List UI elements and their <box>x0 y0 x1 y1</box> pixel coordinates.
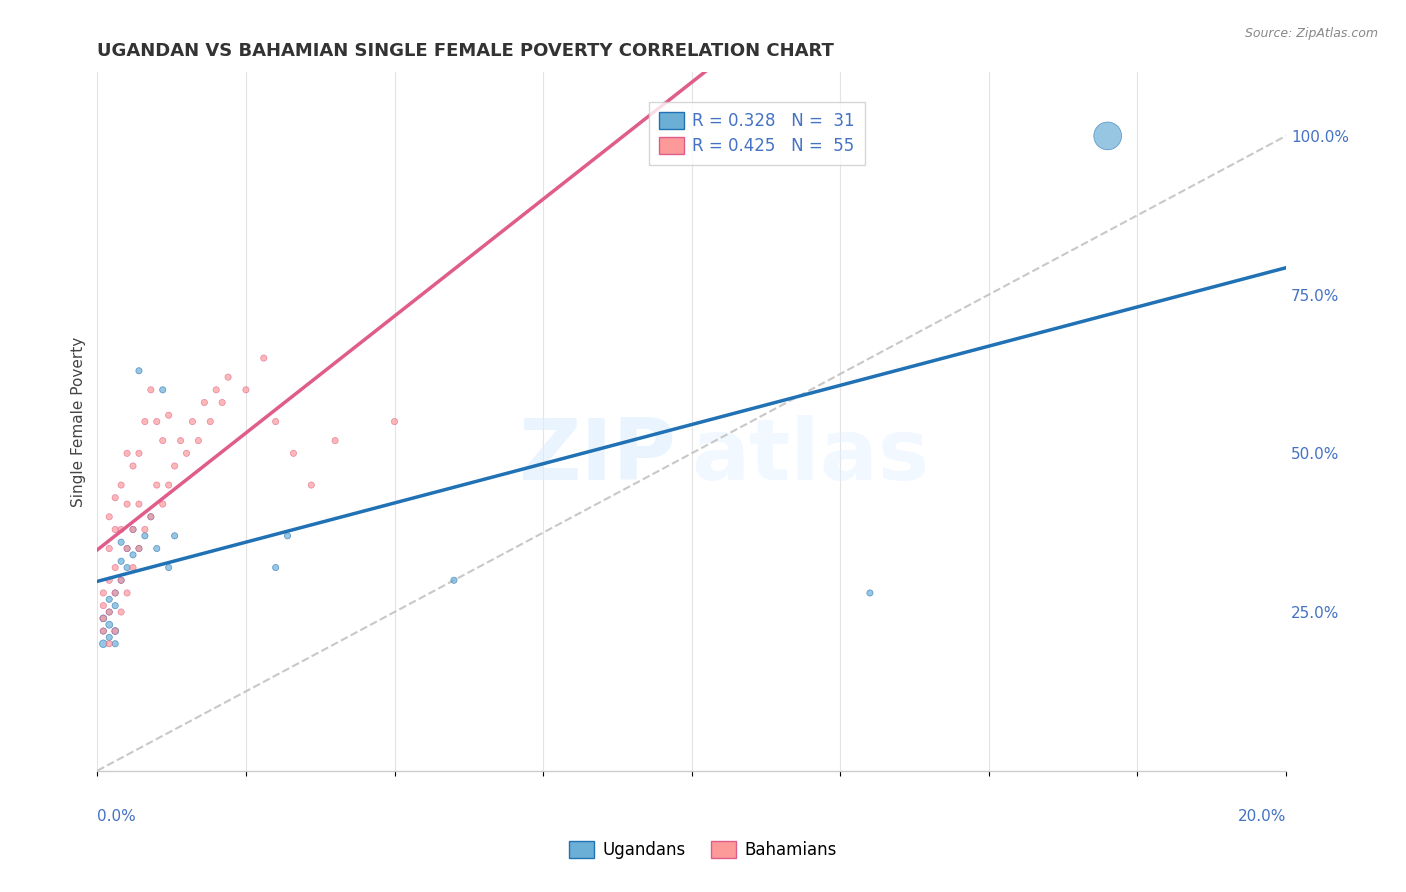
Point <box>187 434 209 448</box>
Point <box>152 434 174 448</box>
Point <box>98 631 121 645</box>
Point <box>211 395 233 409</box>
Point <box>98 605 121 619</box>
Point <box>115 541 138 556</box>
Point <box>98 509 121 524</box>
Point <box>235 383 257 397</box>
Point <box>146 415 169 429</box>
Point <box>176 446 198 460</box>
Point <box>277 529 299 543</box>
Point <box>128 541 150 556</box>
Point <box>384 415 406 429</box>
Point <box>253 351 276 365</box>
Point <box>193 395 215 409</box>
Point <box>128 497 150 511</box>
Text: 0.0%: 0.0% <box>97 809 136 824</box>
Point <box>104 560 127 574</box>
Point <box>157 478 180 492</box>
Point <box>134 415 156 429</box>
Point <box>157 560 180 574</box>
Point <box>134 529 156 543</box>
Point <box>110 535 132 549</box>
Point <box>134 523 156 537</box>
Legend: R = 0.328   N =  31, R = 0.425   N =  55: R = 0.328 N = 31, R = 0.425 N = 55 <box>650 102 865 165</box>
Point <box>110 574 132 588</box>
Y-axis label: Single Female Poverty: Single Female Poverty <box>72 336 86 507</box>
Point <box>323 434 346 448</box>
Point <box>104 586 127 600</box>
Point <box>98 574 121 588</box>
Point <box>115 586 138 600</box>
Point <box>104 599 127 613</box>
Point <box>122 523 145 537</box>
Point <box>91 624 114 638</box>
Point <box>122 548 145 562</box>
Point <box>110 574 132 588</box>
Point <box>152 383 174 397</box>
Point <box>104 523 127 537</box>
Point <box>1097 128 1119 143</box>
Point <box>104 624 127 638</box>
Point <box>115 446 138 460</box>
Text: Source: ZipAtlas.com: Source: ZipAtlas.com <box>1244 27 1378 40</box>
Point <box>264 415 287 429</box>
Point <box>104 624 127 638</box>
Text: UGANDAN VS BAHAMIAN SINGLE FEMALE POVERTY CORRELATION CHART: UGANDAN VS BAHAMIAN SINGLE FEMALE POVERT… <box>97 42 834 60</box>
Point <box>91 611 114 625</box>
Point <box>98 637 121 651</box>
Point <box>98 541 121 556</box>
Point <box>104 586 127 600</box>
Point <box>163 458 186 473</box>
Point <box>110 554 132 568</box>
Point <box>139 383 162 397</box>
Point <box>128 364 150 378</box>
Point <box>146 478 169 492</box>
Point <box>91 586 114 600</box>
Point <box>110 478 132 492</box>
Legend: Ugandans, Bahamians: Ugandans, Bahamians <box>562 834 844 866</box>
Text: 20.0%: 20.0% <box>1237 809 1286 824</box>
Point <box>152 497 174 511</box>
Point <box>128 446 150 460</box>
Point <box>115 497 138 511</box>
Point <box>98 605 121 619</box>
Point <box>98 617 121 632</box>
Point <box>859 586 882 600</box>
Point <box>110 605 132 619</box>
Point <box>115 560 138 574</box>
Point <box>443 574 465 588</box>
Text: ZIP: ZIP <box>517 415 675 498</box>
Point <box>91 624 114 638</box>
Text: atlas: atlas <box>692 415 929 498</box>
Point <box>104 637 127 651</box>
Point <box>122 458 145 473</box>
Point <box>91 599 114 613</box>
Point <box>181 415 204 429</box>
Point <box>205 383 228 397</box>
Point <box>110 523 132 537</box>
Point <box>200 415 222 429</box>
Point <box>122 523 145 537</box>
Point <box>128 541 150 556</box>
Point <box>163 529 186 543</box>
Point <box>98 592 121 607</box>
Point <box>91 637 114 651</box>
Point <box>115 541 138 556</box>
Point <box>139 509 162 524</box>
Point <box>146 541 169 556</box>
Point <box>264 560 287 574</box>
Point <box>104 491 127 505</box>
Point <box>283 446 305 460</box>
Point <box>139 509 162 524</box>
Point <box>169 434 191 448</box>
Point <box>299 478 322 492</box>
Point <box>91 611 114 625</box>
Point <box>157 408 180 422</box>
Point <box>122 560 145 574</box>
Point <box>217 370 239 384</box>
